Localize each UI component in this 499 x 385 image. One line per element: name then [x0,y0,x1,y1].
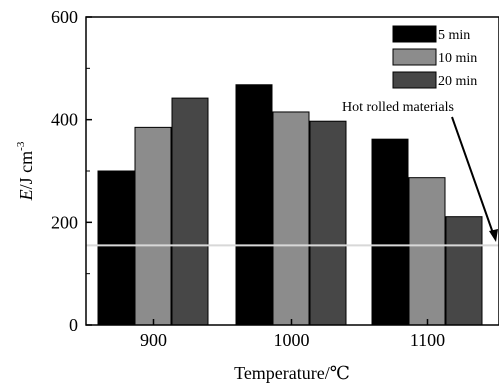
legend-label-20min: 20 min [438,74,477,89]
y-tick-label-400: 400 [51,110,78,130]
y-axis-title: E/J cm-3 [15,141,36,201]
legend-swatch-5min [392,25,437,43]
bar-900-20min [171,97,209,326]
x-axis: 900 1000 1100 [140,319,445,350]
y-tick-label-600: 600 [51,7,78,27]
y-axis-title-unit: /J cm [16,151,36,190]
y-axis-title-var: E [16,189,36,201]
annotation-arrowhead [489,229,498,242]
bar-900-5min [97,170,135,326]
bar-1100-10min [408,177,446,326]
legend: 5 min 10 min 20 min [392,25,477,89]
bar-1000-20min [309,120,347,326]
y-tick-label-0: 0 [69,315,78,335]
legend-label-5min: 5 min [438,28,470,43]
bars-group [97,84,483,326]
bar-900-10min [134,126,172,326]
legend-label-10min: 10 min [438,51,477,66]
x-axis-title: Temperature/℃ [234,363,350,383]
bar-1000-5min [235,84,273,326]
y-axis-title-exp: -3 [15,141,27,151]
legend-swatch-10min [392,48,437,66]
x-tick-label-1100: 1100 [410,330,445,350]
bar-1000-10min [272,111,310,326]
annotation-arrow-line [451,116,495,237]
annotation-label: Hot rolled materials [342,100,454,115]
bar-1100-5min [371,138,409,326]
x-tick-label-1000: 1000 [274,330,310,350]
legend-swatch-20min [392,71,437,89]
bar-1100-20min [445,216,483,326]
y-tick-label-200: 200 [51,212,78,232]
x-tick-label-900: 900 [140,330,167,350]
y-axis: 0 200 400 600 [51,7,92,335]
